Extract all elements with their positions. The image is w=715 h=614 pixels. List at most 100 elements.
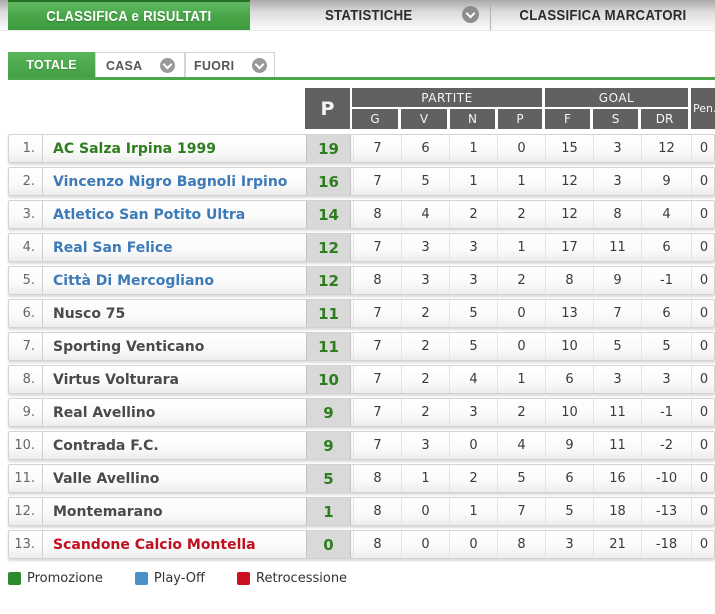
table-row: 13. Scandone Calcio Montella 0 8 0 0 8 3 21 -18 0 [8,530,715,559]
stat-cell-s: 9 [593,267,641,294]
filter-tab-totale[interactable]: TOTALE [8,52,95,77]
tab-statistiche[interactable]: STATISTICHE [250,0,488,30]
stat-cell-n: 1 [449,168,497,195]
table-row: 3. Atletico San Potito Ultra 14 8 4 2 2 12 8 4 0 [8,200,715,229]
chevron-down-icon[interactable] [159,57,175,73]
stat-cell-f: 17 [545,234,593,261]
table-row: 2. Vincenzo Nigro Bagnoli Irpino 16 7 5 1 1 12 3… [8,167,715,196]
stat-cell-g: 7 [353,234,401,261]
team-name-link[interactable]: Virtus Volturara [53,371,180,388]
header-col-n: N [450,109,495,129]
stat-cell-v: 3 [401,267,449,294]
points-cell: 1 [306,498,351,525]
team-name-link[interactable]: Scandone Calcio Montella [53,536,256,553]
team-name-link[interactable]: Sporting Venticano [53,338,205,355]
stat-cell-v: 2 [401,366,449,393]
row-position: 8. [9,366,43,393]
stat-cell-f: 10 [545,333,593,360]
row-position: 12. [9,498,43,525]
legend-color-swatch [237,572,250,585]
team-name-link[interactable]: Vincenzo Nigro Bagnoli Irpino [53,173,288,190]
header-col-p: P [498,109,542,129]
points-cell: 0 [306,531,351,558]
filter-tab-casa[interactable]: CASA [95,52,185,77]
filter-tab-label: CASA [106,57,143,73]
stat-cell-g: 7 [353,366,401,393]
stat-cell-dr: 12 [641,135,691,162]
stat-cell-n: 3 [449,267,497,294]
table-row: 6. Nusco 75 11 7 2 5 0 13 7 6 0 [8,299,715,328]
team-name-link[interactable]: AC Salza Irpina 1999 [53,140,216,157]
stat-cell-pen: 0 [691,531,715,558]
table-row: 1. AC Salza Irpina 1999 19 7 6 1 0 15 3 12 0 [8,134,715,163]
stat-cell-s: 7 [593,300,641,327]
team-name-link[interactable]: Nusco 75 [53,305,126,322]
row-position: 11. [9,465,43,492]
legend-label: Play-Off [153,571,205,586]
stat-cell-v: 3 [401,432,449,459]
team-name-link[interactable]: Real San Felice [53,239,173,256]
header-col-s: S [593,109,638,129]
stat-cell-s: 21 [593,531,641,558]
team-name-link[interactable]: Contrada F.C. [53,437,159,454]
team-name-link[interactable]: Atletico San Potito Ultra [53,206,246,223]
stat-cell-p: 0 [497,333,545,360]
header-col-dr: DR [641,109,688,129]
points-cell: 11 [306,333,351,360]
stat-cell-pen: 0 [691,366,715,393]
stat-cell-s: 5 [593,333,641,360]
legend-label: Retrocessione [256,571,348,586]
stat-cell-f: 8 [545,267,593,294]
legend-item: Play-Off [134,571,205,586]
stat-cell-g: 8 [353,267,401,294]
header-col-f: F [545,109,590,129]
table-row: 4. Real San Felice 12 7 3 3 1 17 11 6 0 [8,233,715,262]
stat-cell-g: 8 [353,498,401,525]
stat-cell-n: 3 [449,399,497,426]
stat-cell-dr: -10 [641,465,691,492]
header-group-partite: PARTITE [352,88,542,107]
points-cell: 19 [306,135,351,162]
tab-label: CLASSIFICA e RISULTATI [46,7,212,25]
stat-cell-g: 7 [353,300,401,327]
stat-cell-s: 3 [593,366,641,393]
table-row: 5. Città Di Mercogliano 12 8 3 3 2 8 9 -1 0 [8,266,715,295]
stat-cell-n: 0 [449,432,497,459]
team-name-link[interactable]: Città Di Mercogliano [53,272,214,289]
stat-cell-pen: 0 [691,201,715,228]
stat-cell-p: 5 [497,465,545,492]
stat-cell-s: 16 [593,465,641,492]
stat-cell-v: 3 [401,234,449,261]
header-col-v: V [401,109,447,129]
stat-cell-p: 1 [497,234,545,261]
tab-label: CLASSIFICA MARCATORI [519,6,687,24]
filter-tab-label: TOTALE [26,57,77,72]
stat-cell-pen: 0 [691,135,715,162]
team-name-link[interactable]: Montemarano [53,503,163,520]
team-name-link[interactable]: Real Avellino [53,404,156,421]
points-cell: 14 [306,201,351,228]
stat-cell-n: 3 [449,234,497,261]
stat-cell-v: 1 [401,465,449,492]
filter-tab-fuori[interactable]: FUORI [185,52,275,77]
tab-classifica-marcatori[interactable]: CLASSIFICA MARCATORI [490,0,715,30]
stat-cell-p: 7 [497,498,545,525]
stat-cell-s: 18 [593,498,641,525]
table-row: 8. Virtus Volturara 10 7 2 4 1 6 3 3 0 [8,365,715,394]
stat-cell-p: 2 [497,399,545,426]
stat-cell-v: 2 [401,333,449,360]
chevron-down-icon[interactable] [462,6,479,23]
stat-cell-f: 13 [545,300,593,327]
header-group-goal: GOAL [545,88,688,107]
team-name-link[interactable]: Valle Avellino [53,470,160,487]
row-position: 2. [9,168,43,195]
chevron-down-icon[interactable] [251,57,267,73]
tab-classifica-risultati[interactable]: CLASSIFICA e RISULTATI [8,0,250,30]
stat-cell-g: 8 [353,201,401,228]
stat-cell-n: 4 [449,366,497,393]
row-position: 13. [9,531,43,558]
stat-cell-f: 6 [545,366,593,393]
stat-cell-pen: 0 [691,465,715,492]
filter-tab-label: FUORI [194,57,235,73]
points-cell: 9 [306,432,351,459]
